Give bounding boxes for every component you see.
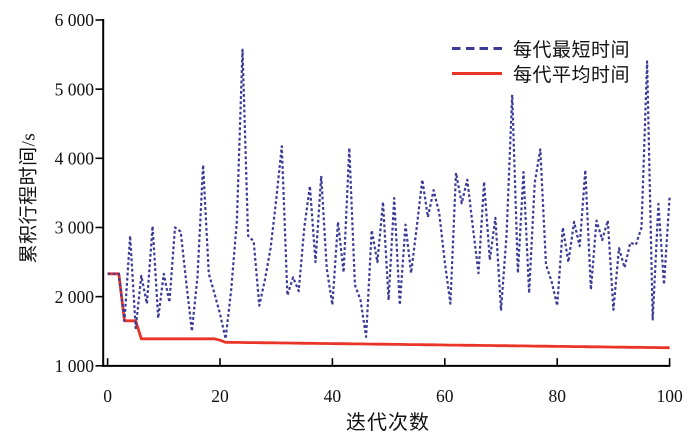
y-tick-label: 6 000: [55, 10, 95, 30]
y-tick-label: 3 000: [55, 218, 95, 238]
legend: 每代最短时间 每代平均时间: [452, 36, 630, 86]
y-axis-title: 累积行程时间/s: [18, 132, 40, 264]
min-time-series-line: [107, 48, 671, 340]
x-tick-label: 20: [211, 386, 229, 406]
x-tick-label: 60: [436, 386, 454, 406]
legend-item-min-time: 每代最短时间: [452, 36, 630, 61]
x-tick-label: 40: [324, 386, 342, 406]
min-time-line-sample: [452, 47, 502, 50]
x-tick-label: 0: [103, 386, 112, 406]
legend-label-avg-time: 每代平均时间: [513, 65, 631, 86]
legend-item-avg-time: 每代平均时间: [452, 61, 630, 86]
x-axis-title: 迭代次数: [346, 412, 430, 434]
avg-time-line-sample: [452, 72, 502, 75]
x-tick-label: 80: [548, 386, 566, 406]
y-tick-label: 1 000: [55, 356, 95, 376]
y-tick-label: 4 000: [55, 149, 95, 169]
y-tick-label: 5 000: [55, 79, 95, 99]
x-tick-label: 100: [656, 386, 683, 406]
y-tick-label: 2 000: [55, 287, 95, 307]
legend-label-min-time: 每代最短时间: [513, 40, 631, 61]
avg-time-series-line: [107, 272, 670, 350]
